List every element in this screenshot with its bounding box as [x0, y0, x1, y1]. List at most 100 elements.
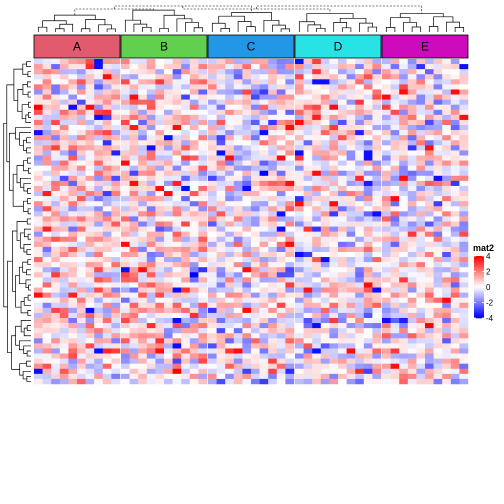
- heatmap-cell: [102, 328, 112, 334]
- heatmap-cell: [259, 272, 269, 278]
- heatmap-cell: [225, 307, 235, 314]
- heatmap-cell: [338, 140, 347, 146]
- heatmap-cell: [390, 277, 400, 283]
- heatmap-cell: [425, 211, 434, 217]
- heatmap-cell: [303, 125, 313, 131]
- heatmap-cell: [111, 175, 121, 182]
- heatmap-cell: [172, 333, 182, 339]
- heatmap-cell: [399, 241, 409, 248]
- heatmap-cell: [295, 94, 304, 100]
- heatmap-cell: [51, 343, 61, 349]
- heatmap-cell: [59, 155, 69, 161]
- heatmap-cell: [346, 69, 356, 75]
- heatmap-cell: [363, 64, 373, 70]
- heatmap-cell: [363, 114, 373, 121]
- heatmap-cell: [233, 114, 243, 121]
- heatmap-cell: [355, 343, 365, 349]
- heatmap-cell: [303, 338, 313, 344]
- heatmap-cell: [346, 333, 356, 339]
- heatmap-cell: [346, 257, 356, 263]
- heatmap-cell: [276, 368, 286, 375]
- heatmap-cell: [433, 84, 443, 90]
- heatmap-cell: [189, 160, 199, 166]
- heatmap-cell: [329, 302, 339, 309]
- heatmap-cell: [225, 99, 235, 105]
- heatmap-cell: [34, 59, 43, 65]
- heatmap-cell: [372, 236, 382, 243]
- heatmap-cell: [111, 99, 121, 105]
- heatmap-cell: [338, 348, 347, 354]
- heatmap-cell: [363, 191, 373, 197]
- heatmap-cell: [51, 378, 61, 385]
- heatmap-cell: [346, 175, 356, 182]
- heatmap-cell: [416, 145, 426, 151]
- color-legend: mat2 420-2-4: [473, 243, 494, 323]
- heatmap-cell: [138, 84, 148, 90]
- heatmap-cell: [363, 312, 373, 319]
- heatmap-cell: [399, 287, 409, 293]
- heatmap-cell: [85, 99, 95, 105]
- heatmap-cell: [155, 74, 165, 80]
- heatmap-cell: [233, 353, 243, 359]
- dendrogram-branch: [27, 188, 31, 194]
- heatmap-cell: [155, 292, 165, 298]
- heatmap-cell: [34, 84, 43, 90]
- heatmap-cell: [138, 74, 148, 80]
- heatmap-cell: [251, 297, 260, 303]
- heatmap-cell: [303, 180, 313, 187]
- heatmap-cell: [399, 246, 409, 253]
- heatmap-cell: [208, 282, 217, 288]
- heatmap-cell: [51, 69, 61, 75]
- heatmap-cell: [338, 99, 347, 105]
- heatmap-cell: [390, 206, 400, 212]
- heatmap-cell: [372, 165, 382, 171]
- heatmap-cell: [129, 94, 139, 100]
- heatmap-cell: [355, 297, 365, 303]
- heatmap-cell: [372, 246, 382, 253]
- heatmap-cell: [425, 368, 434, 375]
- heatmap-cell: [181, 287, 191, 293]
- heatmap-cell: [225, 241, 235, 248]
- heatmap-cell: [338, 246, 347, 253]
- heatmap-cell: [208, 241, 217, 248]
- heatmap-cell: [102, 277, 112, 283]
- heatmap-cell: [312, 180, 322, 187]
- heatmap-cell: [459, 267, 469, 273]
- heatmap-cell: [259, 119, 269, 126]
- heatmap-cell: [303, 206, 313, 212]
- heatmap-cell: [164, 317, 173, 324]
- heatmap-cell: [303, 191, 313, 197]
- heatmap-cell: [242, 312, 252, 319]
- heatmap-cell: [59, 333, 69, 339]
- heatmap-cell: [68, 317, 78, 324]
- heatmap-cell: [276, 277, 286, 283]
- legend-gradient-step: [474, 299, 484, 302]
- dendrogram-branch: [54, 14, 96, 21]
- heatmap-cell: [346, 246, 356, 253]
- heatmap-cell: [276, 328, 286, 334]
- heatmap-cell: [251, 282, 260, 288]
- heatmap-cell: [372, 211, 382, 217]
- heatmap-cell: [295, 216, 304, 222]
- heatmap-cell: [276, 196, 286, 202]
- heatmap-cell: [138, 277, 148, 283]
- heatmap-cell: [382, 328, 391, 334]
- dendrogram-branch: [3, 122, 8, 308]
- heatmap-cell: [208, 104, 217, 111]
- heatmap-cell: [346, 211, 356, 217]
- heatmap-cell: [59, 104, 69, 111]
- heatmap-cell: [459, 323, 469, 329]
- heatmap-cell: [146, 211, 156, 217]
- heatmap-cell: [268, 175, 278, 182]
- heatmap-cell: [372, 358, 382, 364]
- heatmap-cell: [450, 348, 460, 354]
- heatmap-cell: [51, 373, 61, 380]
- heatmap-cell: [295, 206, 304, 212]
- heatmap-cell: [121, 79, 130, 85]
- heatmap-cell: [442, 165, 452, 171]
- heatmap-cell: [172, 155, 182, 161]
- heatmap-cell: [268, 140, 278, 146]
- heatmap-cell: [77, 262, 86, 268]
- heatmap-cell: [102, 104, 112, 111]
- heatmap-cell: [285, 216, 295, 222]
